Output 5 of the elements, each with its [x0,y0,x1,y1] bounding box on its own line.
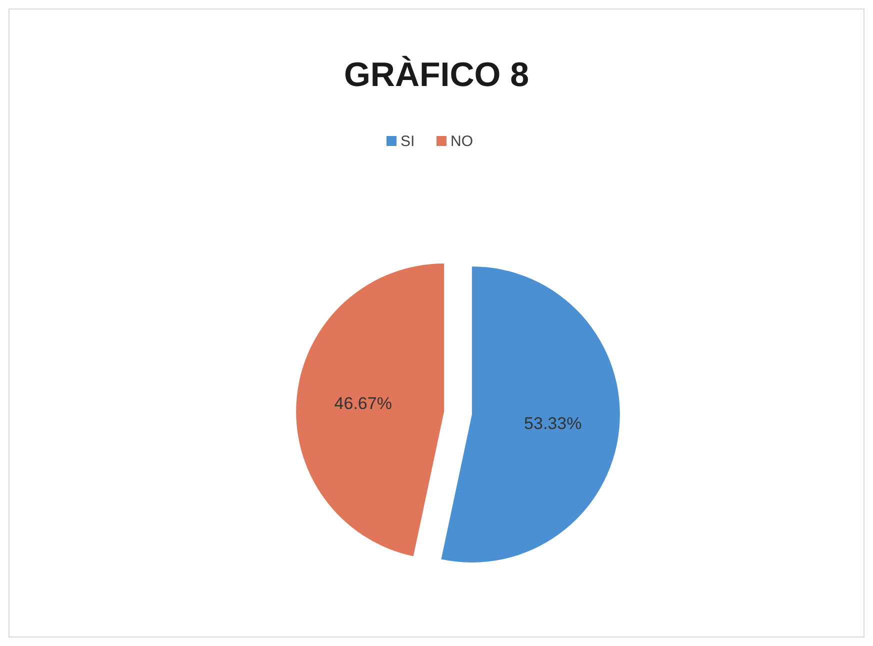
data-label: 53.33% [524,414,582,433]
legend-label: NO [450,133,473,150]
data-label: 46.67% [334,394,392,414]
chart-title: GRÀFICO 8 [344,55,530,94]
legend-label: SI [400,133,415,150]
